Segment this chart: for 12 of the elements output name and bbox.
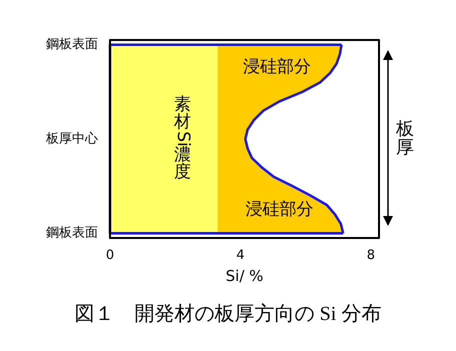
x-axis-title: Si/ % xyxy=(226,266,264,285)
annotation: 浸硅部分 xyxy=(245,200,314,220)
text: 図１ 開発材の板厚方向の Si 分布 xyxy=(74,302,382,327)
y2-axis-title: 板厚 xyxy=(395,118,414,158)
y-tick-label: 板厚中心 xyxy=(45,130,98,146)
annotation: 浸硅部分 xyxy=(242,57,311,78)
annotation: 素材Si濃度 xyxy=(173,94,194,182)
x-tick-label: 8 xyxy=(366,248,375,264)
y-tick-label: 鋼板表面 xyxy=(46,37,98,52)
x-tick-label: 4 xyxy=(236,248,245,264)
x-tick-label: 0 xyxy=(106,248,114,264)
y-tick-label: 鋼板表面 xyxy=(46,226,98,241)
